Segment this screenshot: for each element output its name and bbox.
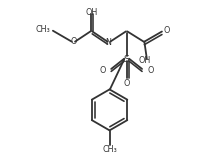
Text: O: O xyxy=(100,66,106,75)
Text: S: S xyxy=(124,55,129,64)
Text: O: O xyxy=(147,66,153,75)
Text: CH₃: CH₃ xyxy=(102,145,117,154)
Text: O: O xyxy=(123,79,130,88)
Text: O: O xyxy=(163,27,170,35)
Text: N: N xyxy=(105,38,111,47)
Text: CH₃: CH₃ xyxy=(35,25,50,34)
Text: OH: OH xyxy=(85,8,97,17)
Text: O: O xyxy=(70,37,77,46)
Text: OH: OH xyxy=(138,56,150,65)
